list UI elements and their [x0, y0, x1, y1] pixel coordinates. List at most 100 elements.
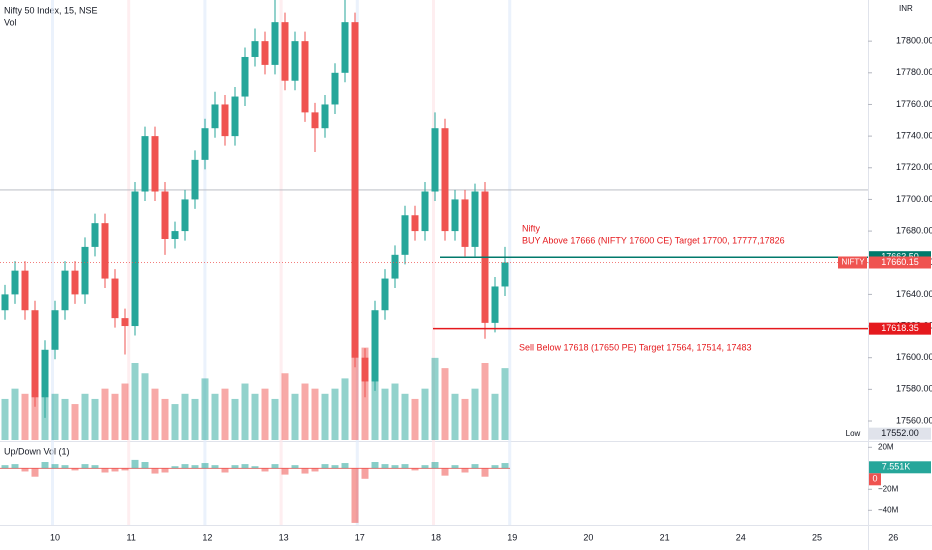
x-tick-label: 24 — [736, 532, 746, 542]
updown-bar — [21, 468, 29, 472]
updown-bar — [141, 462, 149, 469]
candle-body — [451, 199, 459, 232]
updown-bar — [191, 465, 199, 469]
candle-body — [431, 128, 439, 192]
volume-bar — [211, 393, 219, 440]
updown-bar — [421, 465, 429, 469]
x-tick-label: 20 — [583, 532, 593, 542]
volume-bar — [121, 383, 129, 440]
updown-bar — [61, 465, 69, 469]
x-tick-label: 17 — [355, 532, 365, 542]
candle-body — [71, 270, 79, 295]
candle-body — [241, 56, 249, 97]
volume-bar — [161, 398, 169, 440]
candle-body — [161, 191, 169, 239]
candle-body — [181, 199, 189, 232]
price-tag: Low — [846, 429, 861, 438]
candle-body — [281, 22, 289, 81]
updown-bar — [351, 468, 359, 523]
candle-body — [231, 96, 239, 137]
candle-body — [81, 246, 89, 295]
volume-bar — [11, 388, 19, 440]
y-tick-label: 17740.00 — [896, 130, 932, 140]
candle-body — [191, 159, 199, 200]
updown-down-box — [869, 473, 881, 486]
volume-bar — [71, 404, 79, 440]
x-tick-label: 13 — [279, 532, 289, 542]
y-tick-label: 17680.00 — [896, 225, 932, 235]
updown-bar — [41, 462, 49, 469]
price-label-box — [869, 322, 931, 335]
updown-bar — [431, 462, 439, 469]
updown-bar — [111, 468, 119, 472]
volume-bar — [301, 383, 309, 440]
candle-body — [291, 41, 299, 81]
candle-body — [461, 199, 469, 247]
candle-body — [401, 215, 409, 255]
candle-body — [101, 223, 109, 279]
candle-body — [121, 318, 129, 327]
candle-body — [371, 310, 379, 382]
updown-bar — [201, 463, 209, 469]
candle-body — [211, 104, 219, 129]
candle-body — [361, 357, 369, 382]
candle-body — [381, 278, 389, 311]
x-tick-label: 10 — [50, 532, 60, 542]
volume-bar — [231, 398, 239, 440]
volume-bar — [421, 388, 429, 440]
annotation: Nifty — [522, 223, 541, 233]
volume-bar — [291, 393, 299, 440]
volume-bar — [141, 373, 149, 440]
volume-bar — [401, 393, 409, 440]
updown-down-label: 0 — [872, 474, 877, 484]
candle-body — [391, 254, 399, 279]
candle-body — [421, 191, 429, 232]
volume-bar — [501, 368, 509, 440]
candle-body — [301, 41, 309, 113]
candle-body — [411, 215, 419, 232]
updown-bar — [341, 463, 349, 469]
candle-body — [331, 72, 339, 105]
volume-legend: Vol — [4, 17, 17, 27]
candle-body — [11, 270, 19, 295]
x-tick-label: 25 — [812, 532, 822, 542]
updown-bar — [361, 468, 369, 479]
updown-tick-label: 20M — [878, 442, 894, 451]
x-tick-label: 12 — [202, 532, 212, 542]
updown-bar — [391, 465, 399, 469]
candle-body — [1, 294, 9, 311]
updown-bar — [231, 465, 239, 469]
session-line — [279, 0, 283, 525]
volume-bar — [371, 378, 379, 440]
y-tick-label: 17580.00 — [896, 384, 932, 394]
updown-bar — [411, 468, 419, 471]
volume-bar — [341, 378, 349, 440]
volume-bar — [271, 398, 279, 440]
candle-body — [271, 22, 279, 65]
volume-bar — [491, 393, 499, 440]
y-tick-label: 17600.00 — [896, 352, 932, 362]
candle-body — [21, 270, 29, 311]
updown-bar — [211, 465, 219, 469]
session-line — [51, 0, 54, 525]
candle-body — [171, 231, 179, 239]
updown-bar — [11, 464, 19, 469]
updown-bar — [221, 468, 229, 473]
candle-body — [91, 223, 99, 247]
updown-up-box — [869, 461, 931, 474]
updown-bar — [131, 459, 139, 469]
candle-body — [61, 270, 69, 311]
candle-body — [351, 22, 359, 358]
volume-bar — [461, 398, 469, 440]
volume-bar — [281, 373, 289, 440]
x-tick-label: 26 — [888, 532, 898, 542]
updown-bar — [321, 464, 329, 469]
volume-bar — [171, 404, 179, 440]
updown-bar — [371, 462, 379, 469]
updown-tick-label: −40M — [878, 505, 899, 514]
updown-bar — [71, 468, 79, 471]
candle-body — [201, 128, 209, 160]
y-tick-label: 17700.00 — [896, 194, 932, 204]
volume-bar — [381, 388, 389, 440]
